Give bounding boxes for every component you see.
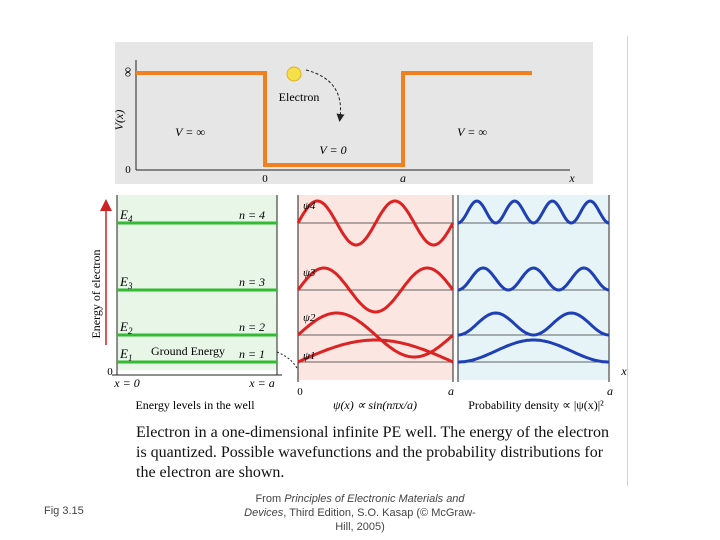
density-curve-n3 xyxy=(457,266,610,292)
psi-label-n3: ψ3 xyxy=(303,267,316,279)
quantum-number-n1: n = 1 xyxy=(239,347,265,361)
potential-panel-bg xyxy=(115,42,593,184)
wavefunction-curves: ψ4 ψ3 ψ2 ψ1 xyxy=(296,199,455,364)
energy-level-subscript-n4: 4 xyxy=(128,214,133,224)
left-potential-label: V = ∞ xyxy=(175,125,205,139)
xa-label: x = a xyxy=(248,376,274,390)
energy-level-subscript-n1: 1 xyxy=(128,353,133,363)
x0-label: x = 0 xyxy=(113,376,139,390)
potential-panel: V(x) ∞ 0 V = ∞ V = ∞ V = 0 Electron 0 a … xyxy=(112,42,593,185)
source-citation: From Principles of Electronic Materials … xyxy=(240,492,480,534)
wavefunction-curve-n4 xyxy=(296,199,455,247)
electron-arrow xyxy=(305,69,345,122)
potential-y-infinity: ∞ xyxy=(121,67,136,77)
potential-curve xyxy=(136,71,532,167)
quantum-number-n3: n = 3 xyxy=(239,275,265,289)
wavefunction-curve-n2 xyxy=(297,311,454,359)
energy-level-subscript-n3: 3 xyxy=(127,281,133,291)
quantum-number-n4: n = 4 xyxy=(239,208,265,222)
source-prefix: From xyxy=(255,493,285,505)
energy-levels: E4 n = 4E3 n = 3E2 n = 2E1 n = 1 xyxy=(117,207,277,364)
energy-level-subscript-n2: 2 xyxy=(128,326,133,336)
electron-label: Electron xyxy=(279,90,320,104)
prob-x-axis-label: x xyxy=(620,364,627,378)
ground-link-dashed xyxy=(276,351,299,371)
energy-bottom-label: Energy levels in the well xyxy=(135,398,255,412)
prob-bottom-label: Probability density ∝ |ψ(x)|² xyxy=(468,398,604,412)
psi-label-n4: ψ4 xyxy=(303,200,316,212)
probability-curves xyxy=(457,199,610,364)
figure-number: Fig 3.15 xyxy=(44,505,84,517)
wavefunction-curve-n1 xyxy=(297,338,454,364)
prob-x-a: a xyxy=(607,384,613,398)
potential-x-axis-label: x xyxy=(568,171,575,185)
wavefunction-curve-n3 xyxy=(296,266,455,314)
density-curve-n4 xyxy=(457,199,610,225)
energy-y-label: Energy of electron xyxy=(89,249,103,338)
ground-energy-label: Ground Energy xyxy=(151,344,225,358)
right-border-line xyxy=(627,36,628,486)
wave-x-a: a xyxy=(448,384,454,398)
wavefunction-panel: ψ4 ψ3 ψ2 ψ1 0 a ψ(x) ∝ sin(nπx/a) xyxy=(296,195,455,412)
source-title: Principles of Electronic Materials and D… xyxy=(244,493,465,519)
potential-x-zero: 0 xyxy=(262,173,268,185)
right-potential-label: V = ∞ xyxy=(457,125,487,139)
prob-panel-bg xyxy=(458,195,608,380)
probability-panel: a x Probability density ∝ |ψ(x)|² xyxy=(457,195,627,412)
well-potential-label: V = 0 xyxy=(319,143,346,157)
wave-x-zero: 0 xyxy=(297,386,303,398)
quantum-number-n2: n = 2 xyxy=(239,320,265,334)
energy-zero-label: 0 xyxy=(107,366,113,378)
figure-caption: Electron in a one-dimensional infinite P… xyxy=(136,424,610,481)
wave-bottom-label: ψ(x) ∝ sin(nπx/a) xyxy=(333,398,417,412)
potential-y-zero: 0 xyxy=(125,164,131,176)
electron-icon xyxy=(286,66,302,82)
psi-label-n2: ψ2 xyxy=(303,312,316,324)
potential-x-a: a xyxy=(400,171,406,185)
source-suffix: , Third Edition, S.O. Kasap (© McGraw-Hi… xyxy=(283,507,476,533)
psi-label-n1: ψ1 xyxy=(303,350,315,362)
potential-y-label: V(x) xyxy=(112,110,126,131)
energy-panel: Energy of electron E4 n = 4E3 n = 3E2 n = 2… xyxy=(89,195,299,412)
density-curve-n2 xyxy=(457,311,610,337)
density-curve-n1 xyxy=(458,338,609,364)
